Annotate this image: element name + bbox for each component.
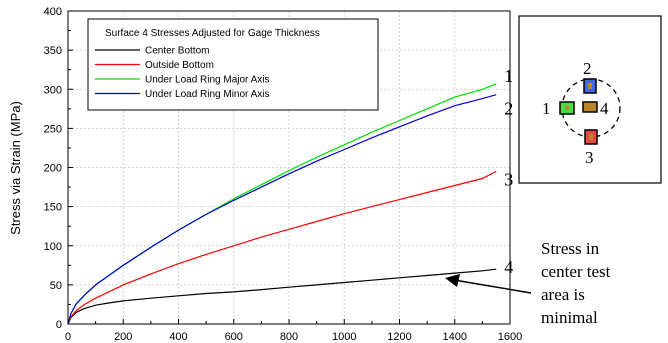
x-axis-ticks: 0 200 400 600 800 1000 1200 1400 1600 [65,319,522,343]
y-tick-label: 50 [50,280,62,292]
legend: Surface 4 Stresses Adjusted for Gage Thi… [87,18,379,111]
x-tick-label: 400 [169,331,187,343]
x-tick-label: 800 [280,331,298,343]
x-tick-label: 1600 [498,331,522,343]
y-tick-label: 350 [44,45,62,57]
annotation-line-1: Stress in [541,239,600,258]
x-tick-label: 1000 [332,331,356,343]
y-axis-label: Stress via Strain (MPa) [8,101,23,235]
series-line-1 [67,268,497,325]
inset-label-2: 2 [583,59,592,78]
y-tick-label: 200 [44,163,62,175]
x-tick-label: 1400 [443,331,467,343]
series-end-label-1: 1 [504,66,513,86]
annotation-line-4: minimal [541,308,598,327]
annotation-arrow-head [445,274,460,287]
series-end-labels: 4 3 1 2 [504,66,513,277]
x-tick-label: 200 [114,331,132,343]
inset-label-4: 4 [600,99,609,118]
annotation-arrow-line [453,279,532,294]
x-tick-label: 1200 [387,331,411,343]
series-line-2 [67,170,497,325]
series-line-4 [67,94,497,325]
annotation-line-3: area is [541,285,585,304]
inset-frame [518,15,662,184]
y-tick-label: 100 [44,241,62,253]
legend-items: Center Bottom Outside Bottom Under Load Ri… [95,46,270,100]
x-tick-label: 600 [225,331,243,343]
inset-diagram: 1 2 3 4 [518,15,662,184]
legend-label-2: Outside Bottom [145,60,214,71]
inset-label-1: 1 [542,99,551,118]
legend-label-4: Under Load Ring Minor Axis [145,89,270,100]
series-end-label-3: 3 [504,169,513,189]
x-tick-label: 0 [65,331,71,343]
series-end-label-2: 2 [504,99,513,119]
series-lines [67,83,497,325]
gage-2-core [588,83,592,89]
gage-3-core [589,134,593,140]
y-tick-label: 0 [56,319,62,331]
legend-label-1: Center Bottom [145,46,209,57]
gage-4-marker [582,101,598,113]
series-end-label-4: 4 [504,257,513,277]
y-tick-label: 400 [44,6,62,18]
legend-title: Surface 4 Stresses Adjusted for Gage Thi… [105,28,320,39]
annotation-line-2: center test [541,262,611,281]
y-tick-label: 250 [44,123,62,135]
y-tick-label: 300 [44,84,62,96]
legend-label-3: Under Load Ring Major Axis [145,75,270,86]
gage-1-core [565,106,569,110]
annotation: Stress in center test area is minimal [445,239,611,327]
y-axis-ticks: 0 50 100 150 200 250 300 350 400 [44,6,73,331]
y-tick-label: 150 [44,202,62,214]
inset-label-3: 3 [585,148,594,167]
